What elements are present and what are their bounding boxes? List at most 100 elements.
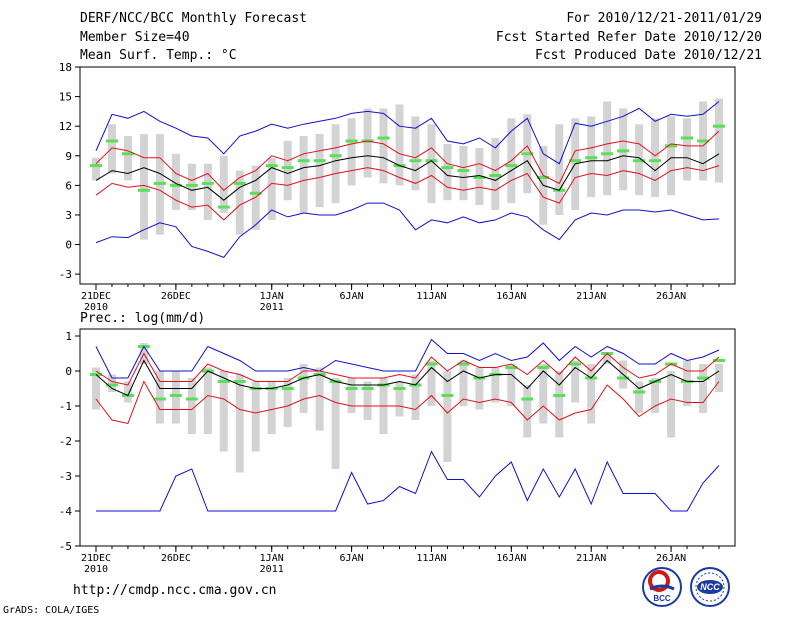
precip-spread-box bbox=[443, 371, 452, 462]
precip-median-mark bbox=[537, 366, 550, 369]
temp-x-tick-label: 1JAN bbox=[260, 291, 284, 302]
temp-x-tick-label: 21JAN bbox=[576, 291, 606, 302]
temp-spread-box bbox=[331, 124, 340, 204]
precip-spread-box bbox=[315, 367, 324, 431]
precip-x-tick-label: 11JAN bbox=[416, 553, 446, 564]
temp-spread-box bbox=[171, 153, 180, 211]
precip-spread-box bbox=[283, 378, 292, 427]
temp-median-mark bbox=[665, 144, 678, 148]
temp-spread-box bbox=[427, 124, 436, 204]
temp-y-tick-label: 0 bbox=[65, 239, 72, 252]
precip-chart-title: Prec.: log(mm/d) bbox=[80, 311, 206, 326]
precip-spread-box bbox=[123, 381, 132, 403]
precip-spread-box bbox=[571, 360, 580, 403]
bcc-logo-text: BCC bbox=[653, 594, 671, 603]
temp-spread-box bbox=[651, 118, 660, 198]
temp-spread-box bbox=[411, 116, 420, 191]
precip-upper-line bbox=[95, 352, 720, 386]
precip-spread-box bbox=[363, 381, 372, 420]
precip-median-mark bbox=[233, 380, 246, 383]
temp-chart-title: Mean Surf. Temp.: °C bbox=[80, 48, 237, 63]
precip-spread-box bbox=[459, 360, 468, 406]
bcc-logo: BCC bbox=[642, 567, 682, 607]
temp-median-mark bbox=[201, 181, 214, 185]
precip-spread-box bbox=[587, 364, 596, 424]
temp-y-tick-label: 3 bbox=[65, 209, 72, 222]
precip-x-tick-year: 2010 bbox=[84, 564, 108, 575]
temp-median-mark bbox=[121, 152, 134, 156]
precip-median-mark bbox=[441, 394, 454, 397]
precip-spread-box bbox=[427, 360, 436, 406]
member-size-label: Member Size=40 bbox=[80, 30, 190, 45]
precip-median-mark bbox=[425, 362, 438, 366]
temp-lower-line bbox=[95, 165, 720, 221]
precip-median-mark bbox=[393, 387, 406, 390]
precip-min-line bbox=[96, 450, 720, 512]
temp-median-mark bbox=[377, 136, 390, 140]
temp-min-line bbox=[95, 202, 720, 258]
precip-y-tick-label: -2 bbox=[59, 435, 72, 448]
precip-spread-box bbox=[539, 364, 548, 424]
temp-spread-box bbox=[219, 155, 228, 213]
temp-median-mark bbox=[169, 183, 182, 187]
temp-spread-box bbox=[363, 108, 372, 178]
precip-spread-box bbox=[107, 374, 116, 392]
precip-median-mark bbox=[505, 366, 518, 369]
precip-spread-box bbox=[235, 374, 244, 473]
precip-median-mark bbox=[697, 376, 710, 380]
precip-median-mark bbox=[345, 387, 358, 390]
precip-spread-box bbox=[299, 364, 308, 413]
precip-spread-box bbox=[699, 364, 708, 413]
temp-spread-box bbox=[107, 124, 116, 174]
temp-median-mark bbox=[457, 169, 470, 173]
temp-spread-box bbox=[715, 98, 723, 183]
precip-x-tick-label: 26JAN bbox=[656, 553, 686, 564]
temp-median-mark bbox=[185, 183, 198, 187]
temp-spread-box bbox=[555, 124, 564, 215]
temp-x-tick-year: 2010 bbox=[84, 302, 108, 313]
temp-x-tick-year: 2011 bbox=[260, 302, 284, 313]
precip-median-mark bbox=[569, 362, 582, 366]
ncc-logo-text: NCC bbox=[700, 582, 720, 592]
precip-spread-box bbox=[475, 367, 484, 410]
temp-x-tick-label: 11JAN bbox=[416, 291, 446, 302]
precip-y-tick-label: -1 bbox=[59, 400, 72, 413]
precip-spread-box bbox=[715, 364, 723, 392]
precip-spread-box bbox=[251, 381, 260, 452]
temp-median-mark bbox=[569, 159, 582, 163]
temp-spread-box bbox=[347, 118, 356, 186]
temp-median-mark bbox=[153, 181, 166, 185]
precip-y-tick-label: 0 bbox=[65, 365, 72, 378]
temp-median-mark bbox=[585, 156, 598, 160]
temp-spread-box bbox=[267, 157, 276, 220]
temp-median-mark bbox=[281, 166, 294, 170]
temp-median-mark bbox=[409, 159, 422, 163]
precip-median-mark bbox=[361, 387, 374, 390]
temp-upper-line bbox=[95, 130, 720, 191]
temp-median-mark bbox=[617, 149, 630, 153]
precip-x-tick-label: 6JAN bbox=[340, 553, 364, 564]
precip-x-tick-label: 21JAN bbox=[576, 553, 606, 564]
temp-median-mark bbox=[505, 164, 518, 168]
temp-spread-box bbox=[139, 134, 148, 240]
temp-x-tick-label: 16JAN bbox=[496, 291, 526, 302]
precip-spread-box bbox=[155, 371, 164, 424]
produced-date-label: Fcst Produced Date 2010/12/21 bbox=[535, 48, 762, 63]
precip-spread-box bbox=[395, 381, 404, 417]
precip-spread-box bbox=[171, 371, 180, 424]
temp-x-tick-label: 6JAN bbox=[340, 291, 364, 302]
temp-median-mark bbox=[521, 152, 534, 156]
temp-spread-box bbox=[123, 136, 132, 181]
source-url[interactable]: http://cmdp.ncc.cma.gov.cn bbox=[73, 583, 277, 598]
precip-median-mark bbox=[169, 394, 182, 397]
refer-date-label: Fcst Started Refer Date 2010/12/20 bbox=[495, 30, 762, 45]
precip-y-tick-label: -5 bbox=[59, 540, 72, 553]
temp-spread-box bbox=[683, 118, 692, 181]
precip-median-mark bbox=[553, 394, 566, 397]
precip-median-mark bbox=[617, 376, 630, 380]
temp-spread-box bbox=[379, 108, 388, 184]
temp-spread-box bbox=[92, 157, 100, 181]
temp-spread-box bbox=[283, 140, 292, 201]
